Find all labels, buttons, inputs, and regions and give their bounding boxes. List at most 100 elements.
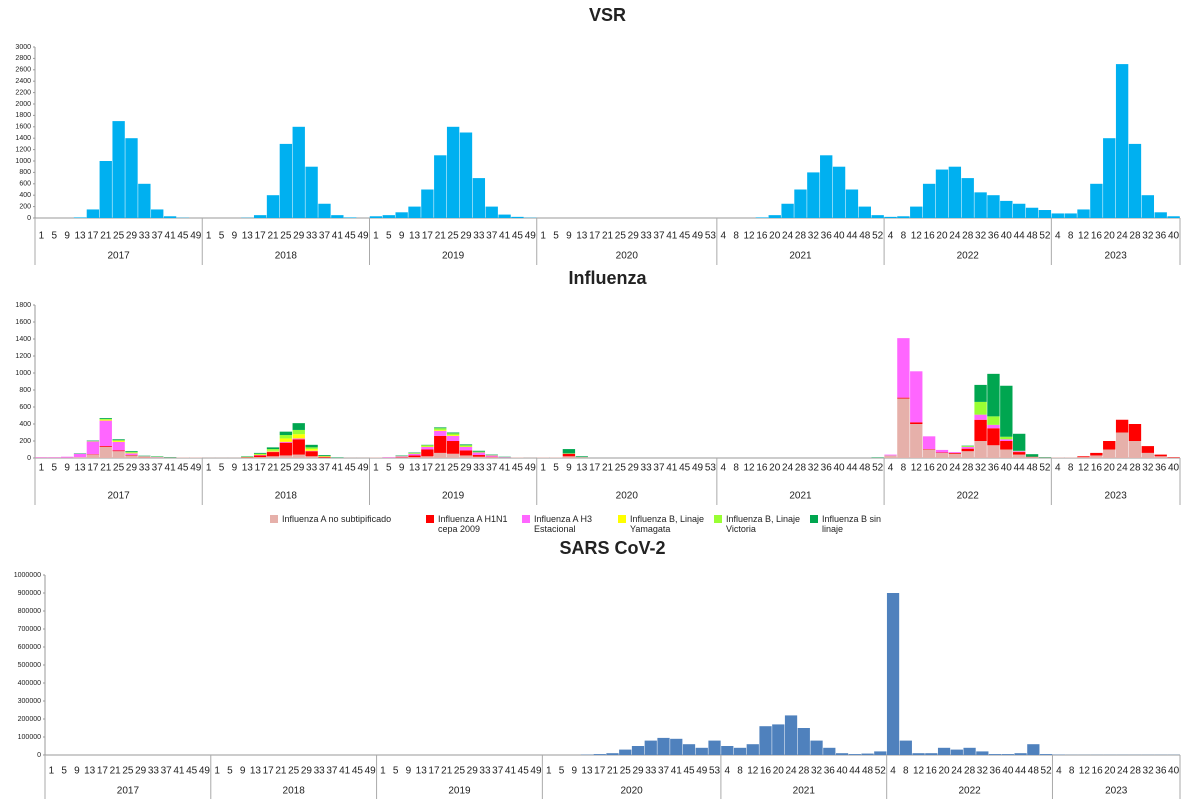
x-tick-label: 45 <box>345 463 357 474</box>
x-tick-label: 36 <box>988 231 1000 242</box>
y-tick-label: 100000 <box>18 734 41 741</box>
x-tick-label: 17 <box>87 231 99 242</box>
bar <box>73 217 87 218</box>
x-tick-label: 8 <box>1069 766 1075 777</box>
year-label: 2022 <box>957 491 980 502</box>
bar <box>593 754 606 755</box>
bar-segment <box>266 452 280 457</box>
bar-segment <box>974 401 987 415</box>
bar-segment <box>99 418 112 420</box>
x-tick-label: 20 <box>1104 766 1116 777</box>
x-tick-label: 1 <box>373 231 379 242</box>
bar <box>746 744 759 755</box>
bar-segment <box>112 450 125 452</box>
x-tick-label: 12 <box>1078 463 1090 474</box>
x-tick-label: 1 <box>540 463 546 474</box>
x-tick-label: 45 <box>345 231 357 242</box>
legend-item: Influenza B, Linaje Yamagata <box>618 514 708 534</box>
bar-segment <box>292 429 305 435</box>
legend-item: Influenza A H3 Estacional <box>522 514 612 534</box>
x-tick-label: 44 <box>1014 231 1026 242</box>
bar-segment <box>961 446 974 447</box>
bar <box>1013 203 1026 218</box>
x-tick-label: 45 <box>186 766 198 777</box>
x-tick-label: 12 <box>1078 231 1090 242</box>
bar <box>266 195 280 218</box>
bar <box>1115 64 1129 218</box>
bar-segment <box>562 456 576 458</box>
x-tick-label: 33 <box>641 231 653 242</box>
bar-segment <box>125 455 138 458</box>
bar <box>886 593 900 755</box>
bar-segment <box>1013 454 1026 458</box>
bar <box>987 195 1000 218</box>
bar-segment <box>974 384 987 402</box>
bar <box>606 753 619 755</box>
y-tick-label: 1000 <box>15 158 31 165</box>
bar <box>845 189 859 218</box>
bar-segment <box>305 456 318 458</box>
x-tick-label: 4 <box>724 766 730 777</box>
x-tick-label: 1 <box>49 766 55 777</box>
x-tick-label: 9 <box>74 766 80 777</box>
legend-swatch <box>810 515 818 523</box>
x-tick-label: 25 <box>122 766 134 777</box>
bar <box>138 183 151 218</box>
x-tick-label: 32 <box>808 231 820 242</box>
year-label: 2018 <box>283 786 306 797</box>
x-tick-label: 16 <box>760 766 772 777</box>
bar-segment <box>434 435 447 453</box>
x-tick-label: 37 <box>653 463 665 474</box>
legend-label: Influenza A H1N1 cepa 2009 <box>438 514 508 534</box>
x-tick-label: 25 <box>280 463 292 474</box>
x-tick-label: 4 <box>1056 766 1062 777</box>
bar-segment <box>459 445 473 447</box>
bar-segment <box>446 441 460 454</box>
x-tick-label: 41 <box>339 766 351 777</box>
year-label: 2020 <box>621 786 644 797</box>
bar-segment <box>948 453 962 458</box>
x-tick-label: 41 <box>332 231 344 242</box>
x-tick-label: 33 <box>473 231 485 242</box>
bar-segment <box>99 446 112 447</box>
x-tick-label: 49 <box>525 231 537 242</box>
x-tick-label: 41 <box>173 766 185 777</box>
x-tick-label: 5 <box>553 231 559 242</box>
bar <box>1103 138 1116 218</box>
bar-segment <box>974 441 987 458</box>
year-label: 2023 <box>1105 491 1128 502</box>
bar-segment <box>266 447 280 450</box>
x-tick-label: 44 <box>846 463 858 474</box>
year-label: 2020 <box>616 491 639 502</box>
x-tick-label: 41 <box>666 463 678 474</box>
x-tick-label: 48 <box>859 463 871 474</box>
x-tick-label: 32 <box>811 766 823 777</box>
bar-segment <box>987 416 1000 425</box>
y-tick-label: 400 <box>19 421 31 428</box>
bar-segment <box>305 451 318 457</box>
x-tick-label: 9 <box>571 766 577 777</box>
x-tick-label: 12 <box>911 463 923 474</box>
bar-segment <box>408 453 421 456</box>
x-tick-label: 33 <box>306 231 318 242</box>
bar <box>755 217 769 218</box>
x-tick-label: 9 <box>399 231 405 242</box>
bar-segment <box>279 455 293 458</box>
bar <box>858 206 871 218</box>
bar-segment <box>99 420 112 447</box>
x-tick-label: 45 <box>352 766 364 777</box>
bar <box>112 121 125 218</box>
x-tick-label: 13 <box>409 231 421 242</box>
bar-segment <box>446 435 460 441</box>
x-tick-label: 41 <box>666 231 678 242</box>
x-tick-label: 28 <box>795 231 807 242</box>
x-tick-label: 52 <box>872 463 884 474</box>
bar <box>279 143 293 218</box>
bar-segment <box>1154 456 1167 458</box>
x-tick-label: 1 <box>206 463 212 474</box>
bar-segment <box>485 457 498 458</box>
year-label: 2021 <box>789 491 812 502</box>
x-tick-label: 52 <box>1041 766 1053 777</box>
